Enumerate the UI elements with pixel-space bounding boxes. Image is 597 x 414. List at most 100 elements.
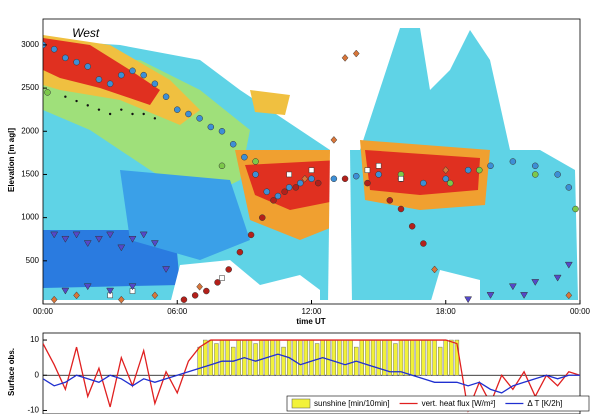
- diamond-marker: [196, 282, 203, 291]
- y-tick-label: 1000: [21, 213, 39, 222]
- triangle-marker: [50, 231, 59, 239]
- sunshine-bar: [303, 339, 309, 376]
- sunshine-bar: [337, 339, 342, 376]
- triangle-marker: [117, 244, 126, 252]
- sunshine-bar: [359, 339, 365, 376]
- circle-marker: [274, 192, 282, 200]
- x-tick-label: 00:00: [570, 307, 591, 316]
- sunshine-bar: [225, 339, 230, 376]
- circle-marker: [207, 123, 215, 131]
- circle-marker: [572, 205, 579, 213]
- circle-marker: [292, 184, 300, 191]
- circle-marker: [218, 128, 226, 135]
- y-tick-label: -10: [27, 406, 39, 414]
- triangle-marker: [162, 266, 170, 273]
- sunshine-bar: [342, 339, 348, 376]
- diamond-marker: [151, 291, 159, 300]
- circle-marker: [308, 175, 315, 183]
- legend-box: [286, 395, 590, 412]
- circle-marker: [203, 287, 210, 295]
- plot-frame: [42, 332, 581, 414]
- triangle-marker: [531, 279, 540, 286]
- sunshine-bar: [214, 343, 219, 376]
- y-axis-label: Elevation [m agl]: [7, 128, 16, 192]
- square-marker: [286, 171, 292, 178]
- circle-marker: [408, 223, 416, 230]
- circle-marker: [565, 184, 573, 191]
- triangle-marker: [553, 274, 562, 282]
- sunshine-bar: [410, 339, 415, 376]
- sunshine-bar: [437, 346, 443, 376]
- circle-marker: [341, 175, 349, 183]
- circle-marker: [446, 179, 454, 187]
- y-tick-label: 1500: [21, 170, 39, 179]
- circle-marker: [330, 175, 338, 183]
- x-tick-label: 06:00: [167, 307, 188, 316]
- circle-marker: [218, 162, 226, 170]
- circle-marker: [375, 171, 382, 178]
- triangle-marker: [61, 235, 70, 243]
- circle-marker: [44, 89, 51, 96]
- circle-marker: [247, 231, 255, 239]
- sunshine-bar: [331, 339, 337, 376]
- x-axis-label: time UT: [296, 317, 325, 326]
- circle-marker: [191, 292, 199, 299]
- circle-marker: [84, 63, 91, 70]
- sunshine-bar: [365, 339, 370, 376]
- sunshine-bar: [443, 339, 448, 376]
- sunshine-bar: [298, 339, 303, 376]
- sunshine-bar: [281, 346, 286, 376]
- diamond-marker: [117, 295, 125, 304]
- triangle-marker: [83, 240, 92, 248]
- y-axis-label: Surface obs.: [7, 348, 16, 396]
- sunshine-bar: [236, 339, 241, 376]
- circle-marker: [281, 188, 288, 195]
- sunshine-bar: [426, 339, 432, 376]
- triangle-marker: [150, 240, 159, 248]
- circle-marker: [270, 197, 277, 204]
- circle-marker: [185, 110, 192, 118]
- y-tick-label: 10: [30, 335, 39, 344]
- circle-marker: [241, 153, 248, 161]
- sunshine-bar: [203, 339, 208, 376]
- sunshine-bar: [258, 339, 264, 376]
- triangle-marker: [520, 292, 528, 299]
- dot-marker: [108, 112, 112, 116]
- sunshine-bar: [197, 346, 202, 376]
- series-line: [43, 353, 580, 394]
- diamond-marker: [431, 265, 438, 274]
- triangle-marker: [61, 287, 70, 295]
- circle-marker: [263, 188, 270, 195]
- sunshine-bar: [253, 343, 258, 376]
- circle-marker: [106, 80, 114, 88]
- circle-marker: [62, 54, 69, 62]
- circle-marker: [259, 214, 266, 221]
- sunshine-bar: [348, 339, 353, 376]
- diamond-marker: [50, 295, 58, 304]
- square-marker: [219, 275, 225, 281]
- x-tick-label: 18:00: [436, 307, 457, 316]
- plot-area: [43, 41, 579, 304]
- sunshine-bar: [219, 339, 225, 376]
- dot-marker: [86, 104, 89, 107]
- square-marker: [375, 163, 382, 169]
- sunshine-bar: [309, 339, 314, 376]
- circle-marker: [353, 172, 360, 180]
- diamond-marker: [565, 291, 573, 300]
- circle-marker: [196, 115, 203, 122]
- dot-marker: [97, 108, 101, 111]
- circle-marker: [464, 166, 472, 174]
- sunshine-bar: [376, 339, 381, 376]
- x-tick-label: 12:00: [301, 307, 322, 316]
- circle-marker: [420, 240, 427, 247]
- legend-label: Δ T [K/2h]: [527, 399, 562, 408]
- square-marker: [364, 167, 371, 173]
- triangle-marker: [128, 235, 137, 243]
- diamond-marker: [73, 291, 80, 300]
- triangle-marker: [486, 292, 495, 299]
- circle-marker: [151, 80, 159, 88]
- circle-marker: [386, 197, 394, 204]
- triangle-marker: [564, 261, 573, 269]
- circle-marker: [174, 106, 181, 113]
